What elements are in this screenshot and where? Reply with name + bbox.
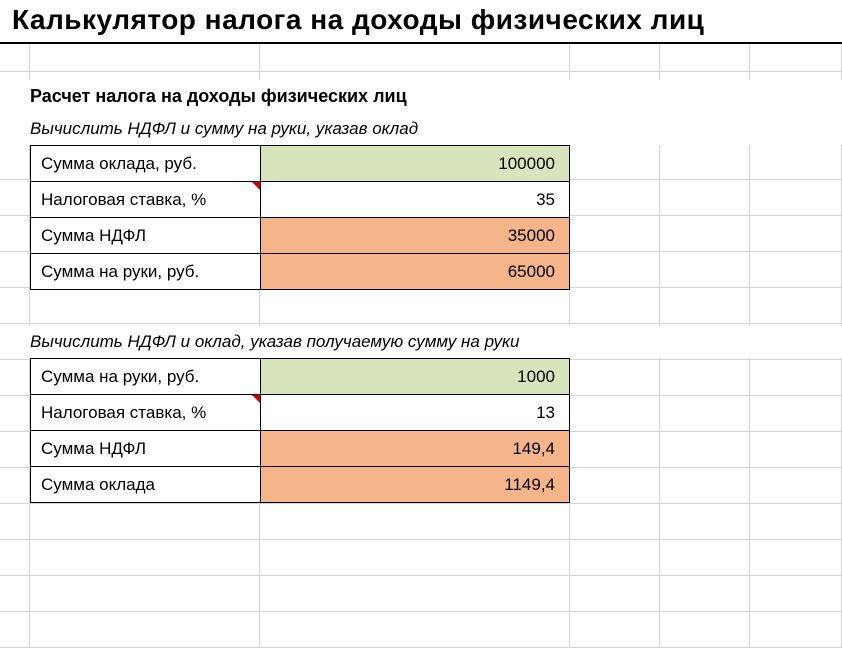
row-value: 35000 (260, 218, 569, 254)
block2-subtitle: Вычислить НДФЛ и оклад, указав получаему… (0, 326, 842, 358)
row-label: Сумма НДФЛ (31, 431, 261, 467)
calc-table-1: Сумма оклада, руб.100000Налоговая ставка… (30, 145, 570, 290)
section-title: Расчет налога на доходы физических лиц (0, 80, 842, 113)
content-area: Калькулятор налога на доходы физических … (0, 0, 842, 503)
calc-table-2: Сумма на руки, руб.1000Налоговая ставка,… (30, 358, 570, 503)
row-value[interactable]: 13 (260, 395, 569, 431)
row-label: Налоговая ставка, % (31, 182, 261, 218)
table-row: Сумма оклада, руб.100000 (31, 146, 570, 182)
block1-subtitle: Вычислить НДФЛ и сумму на руки, указав о… (0, 113, 842, 145)
spacer (0, 290, 842, 326)
row-value[interactable]: 1000 (260, 359, 569, 395)
spreadsheet: Калькулятор налога на доходы физических … (0, 0, 842, 572)
table-row: Сумма НДФЛ149,4 (31, 431, 570, 467)
row-value: 1149,4 (260, 467, 569, 503)
row-value[interactable]: 35 (260, 182, 569, 218)
row-label: Сумма оклада, руб. (31, 146, 261, 182)
row-value[interactable]: 100000 (260, 146, 569, 182)
table-row: Сумма оклада1149,4 (31, 467, 570, 503)
comment-marker-icon[interactable] (252, 182, 260, 190)
table-row: Налоговая ставка, %35 (31, 182, 570, 218)
row-label: Сумма на руки, руб. (31, 359, 261, 395)
table-row: Сумма на руки, руб.1000 (31, 359, 570, 395)
row-label: Сумма НДФЛ (31, 218, 261, 254)
row-value: 149,4 (260, 431, 569, 467)
row-value: 65000 (260, 254, 569, 290)
comment-marker-icon[interactable] (252, 395, 260, 403)
page-title: Калькулятор налога на доходы физических … (0, 0, 842, 44)
table-row: Сумма НДФЛ35000 (31, 218, 570, 254)
row-label: Сумма оклада (31, 467, 261, 503)
table-row: Налоговая ставка, %13 (31, 395, 570, 431)
row-label: Налоговая ставка, % (31, 395, 261, 431)
spacer (0, 44, 842, 80)
row-label: Сумма на руки, руб. (31, 254, 261, 290)
table-row: Сумма на руки, руб.65000 (31, 254, 570, 290)
